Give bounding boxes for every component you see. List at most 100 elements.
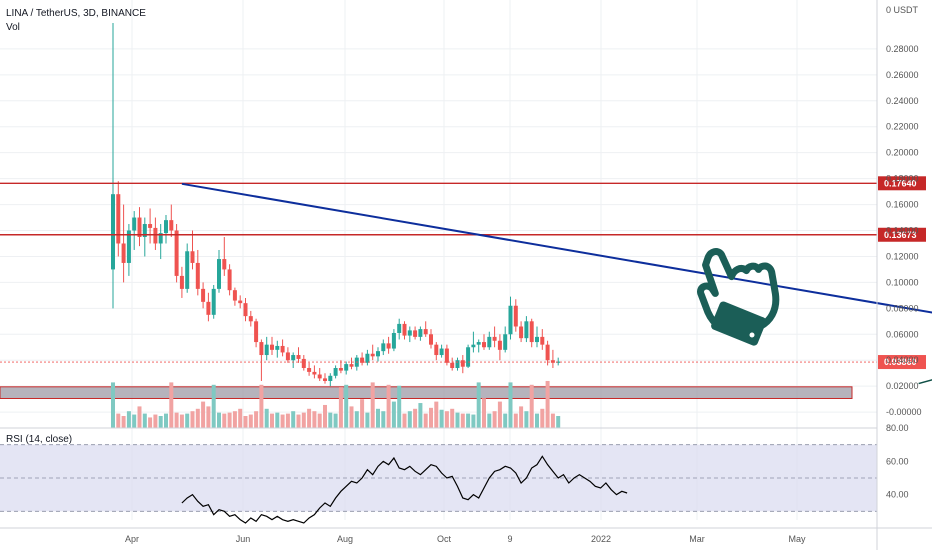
candle-body: [174, 230, 179, 276]
rsi-line: [181, 455, 628, 524]
candle-body: [349, 364, 354, 367]
volume-bar: [121, 416, 126, 428]
volume-bar: [185, 413, 190, 428]
volume-bar: [190, 411, 195, 428]
volume-bar: [195, 408, 200, 428]
volume-bar: [296, 414, 301, 428]
volume-bar: [301, 412, 306, 428]
candle-body: [328, 375, 333, 381]
candle-body: [391, 332, 396, 349]
resistance-price-tag: [878, 227, 926, 242]
y-tick-label: 0.12000: [886, 251, 919, 261]
candle-body: [323, 378, 327, 381]
volume-bar: [142, 413, 147, 428]
volume-bar: [492, 411, 497, 428]
resistance-price-label: 0.13673: [884, 230, 917, 240]
volume-layer: [111, 380, 561, 428]
candle-body: [232, 290, 237, 301]
candle-body: [280, 345, 285, 353]
x-tick-label: May: [788, 534, 806, 544]
volume-bar: [291, 411, 296, 428]
candle-body: [524, 321, 529, 339]
y-tick-label: 0.26000: [886, 70, 919, 80]
candle-body: [513, 305, 518, 327]
candle-body: [132, 217, 137, 231]
volume-bar: [307, 408, 312, 428]
volume-bar: [402, 413, 407, 428]
x-tick-label: Apr: [125, 534, 139, 544]
volume-bar: [524, 411, 529, 428]
candle-body: [126, 230, 131, 263]
volume-bar: [466, 413, 471, 428]
candle-body: [195, 262, 200, 289]
volume-bar: [476, 382, 481, 428]
volume-bar: [508, 382, 513, 428]
candle-body: [206, 301, 211, 315]
candle-body: [153, 227, 158, 244]
candle-body: [148, 224, 153, 228]
volume-bar: [285, 413, 290, 428]
volume-bar: [254, 411, 259, 428]
y-axis-unit: 0 USDT: [886, 5, 919, 15]
candle-body: [243, 303, 248, 317]
resistance-price-label: 0.17640: [884, 178, 917, 188]
volume-bar: [434, 401, 439, 428]
candle-body: [418, 329, 423, 337]
candle-body: [111, 194, 115, 270]
candle-body: [535, 336, 539, 343]
candle-body: [381, 343, 386, 352]
y-tick-label: 0.18000: [886, 174, 919, 184]
volume-bar: [503, 413, 508, 428]
pointing-hand-icon: [697, 248, 780, 346]
candle-body: [344, 364, 349, 371]
volume-bar: [169, 382, 174, 428]
volume-bar: [487, 413, 492, 428]
candle-body: [296, 355, 301, 359]
volume-bar: [344, 384, 349, 428]
candle-body: [508, 305, 513, 335]
volume-bar: [349, 406, 354, 428]
candle-body: [291, 355, 296, 361]
volume-bar: [328, 412, 333, 428]
volume-bar: [137, 406, 142, 428]
volume-bar: [450, 408, 455, 428]
volume-bar: [259, 384, 264, 428]
candle-body: [222, 259, 227, 270]
support-zone-layer: [0, 386, 853, 399]
x-tick-label: Jun: [236, 534, 251, 544]
candle-body: [227, 269, 232, 291]
volume-bar: [513, 413, 518, 428]
candle-body: [238, 300, 243, 304]
volume-bar: [397, 385, 402, 428]
volume-bar: [232, 411, 237, 428]
candle-body: [482, 342, 486, 348]
y-tick-label: -0.00000: [886, 407, 922, 417]
y-tick-label: 0.24000: [886, 96, 919, 106]
candle-body: [264, 344, 269, 356]
candle-body: [455, 360, 460, 369]
candle-body: [370, 353, 375, 357]
y-tick-label: 0.20000: [886, 148, 919, 158]
candle-body: [545, 344, 550, 361]
volume-bar: [164, 413, 168, 428]
candle-body: [386, 343, 391, 349]
candle-body: [413, 330, 418, 337]
volume-bar: [211, 384, 216, 428]
candle-body: [365, 353, 370, 363]
volume-bar: [376, 408, 380, 428]
symbol-title[interactable]: LINA / TetherUS, 3D, BINANCE: [6, 8, 146, 19]
volume-bar: [482, 398, 486, 428]
volume-bar: [550, 413, 555, 428]
volume-bar: [370, 382, 375, 428]
candle-body: [444, 348, 449, 363]
candle-body: [397, 323, 402, 333]
y-tick-label: 0.22000: [886, 122, 919, 132]
volume-bar: [354, 411, 359, 428]
candle-body: [270, 344, 274, 350]
rsi-title[interactable]: RSI (14, close): [6, 434, 72, 445]
descending-trendline: [181, 182, 932, 314]
candle-body: [285, 352, 290, 361]
candle-body: [190, 251, 195, 263]
